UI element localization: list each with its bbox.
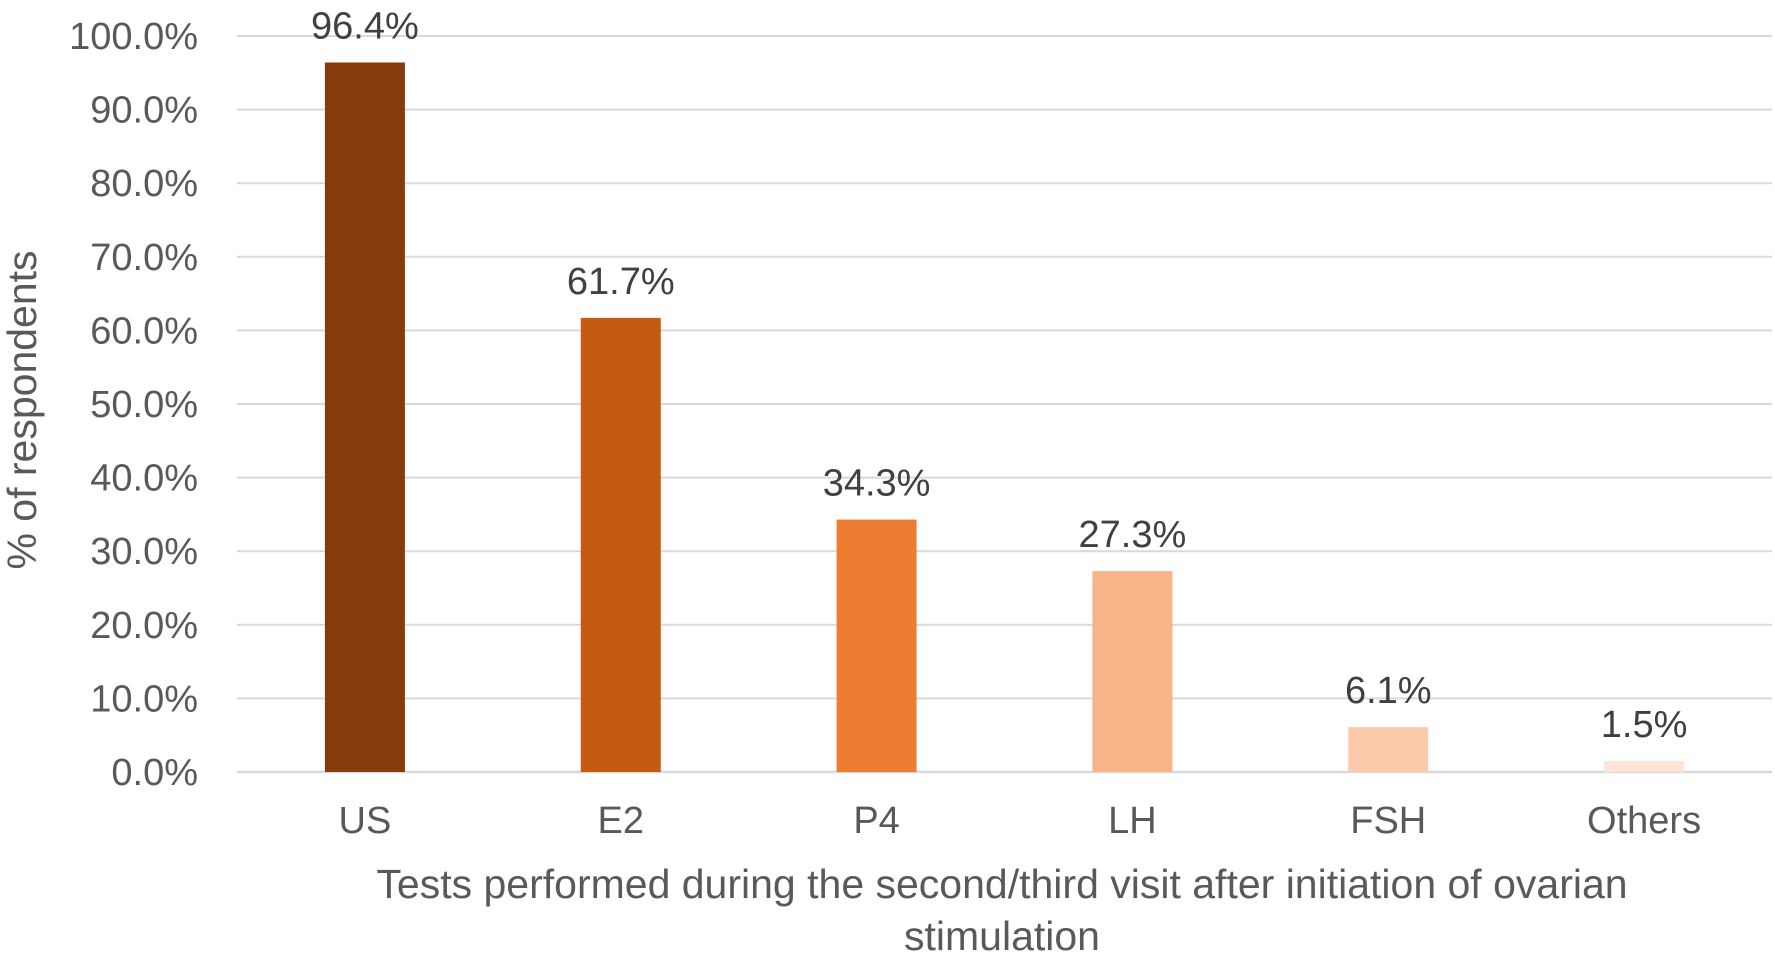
data-label-others: 1.5% (1601, 704, 1688, 746)
y-axis-title: % of respondents (0, 250, 45, 569)
data-label-us: 96.4% (311, 5, 419, 47)
y-tick-label: 70.0% (90, 237, 198, 279)
y-tick-label: 10.0% (90, 678, 198, 720)
y-tick-label: 40.0% (90, 458, 198, 500)
x-tick-label-p4: P4 (853, 800, 899, 842)
bar-lh (1092, 571, 1173, 772)
gridlines (237, 35, 1772, 774)
x-tick-label-lh: LH (1108, 800, 1157, 842)
data-label-lh: 27.3% (1079, 514, 1187, 556)
y-tick-label: 60.0% (90, 310, 198, 352)
y-tick-label: 100.0% (69, 16, 198, 58)
x-tick-label-us: US (339, 800, 392, 842)
data-labels: 96.4% 61.7% 34.3% 27.3% 6.1% 1.5% (311, 5, 1687, 745)
bar-others (1604, 760, 1685, 772)
x-tick-label-fsh: FSH (1350, 800, 1426, 842)
x-axis-title-line-1: Tests performed during the second/third … (376, 861, 1627, 907)
y-tick-label: 50.0% (90, 384, 198, 426)
y-tick-label: 90.0% (90, 90, 198, 132)
bar-fsh (1348, 727, 1429, 772)
y-axis-tick-labels: 0.0% 10.0% 20.0% 30.0% 40.0% 50.0% 60.0% 70.0% 8… (69, 16, 198, 794)
bar-e2 (580, 317, 661, 772)
y-tick-label: 30.0% (90, 531, 198, 573)
y-tick-label: 80.0% (90, 163, 198, 205)
x-tick-label-e2: E2 (598, 800, 644, 842)
data-label-fsh: 6.1% (1345, 670, 1432, 712)
y-tick-label: 0.0% (111, 752, 198, 794)
y-tick-label: 20.0% (90, 605, 198, 647)
bars (324, 62, 1685, 773)
bar-us (324, 62, 405, 773)
bar-p4 (836, 519, 917, 772)
x-axis-tick-labels: US E2 P4 LH FSH Others (339, 800, 1702, 842)
x-axis-title-line-2: stimulation (904, 913, 1100, 959)
data-label-p4: 34.3% (823, 463, 931, 505)
x-tick-label-others: Others (1587, 800, 1701, 842)
data-label-e2: 61.7% (567, 261, 675, 303)
